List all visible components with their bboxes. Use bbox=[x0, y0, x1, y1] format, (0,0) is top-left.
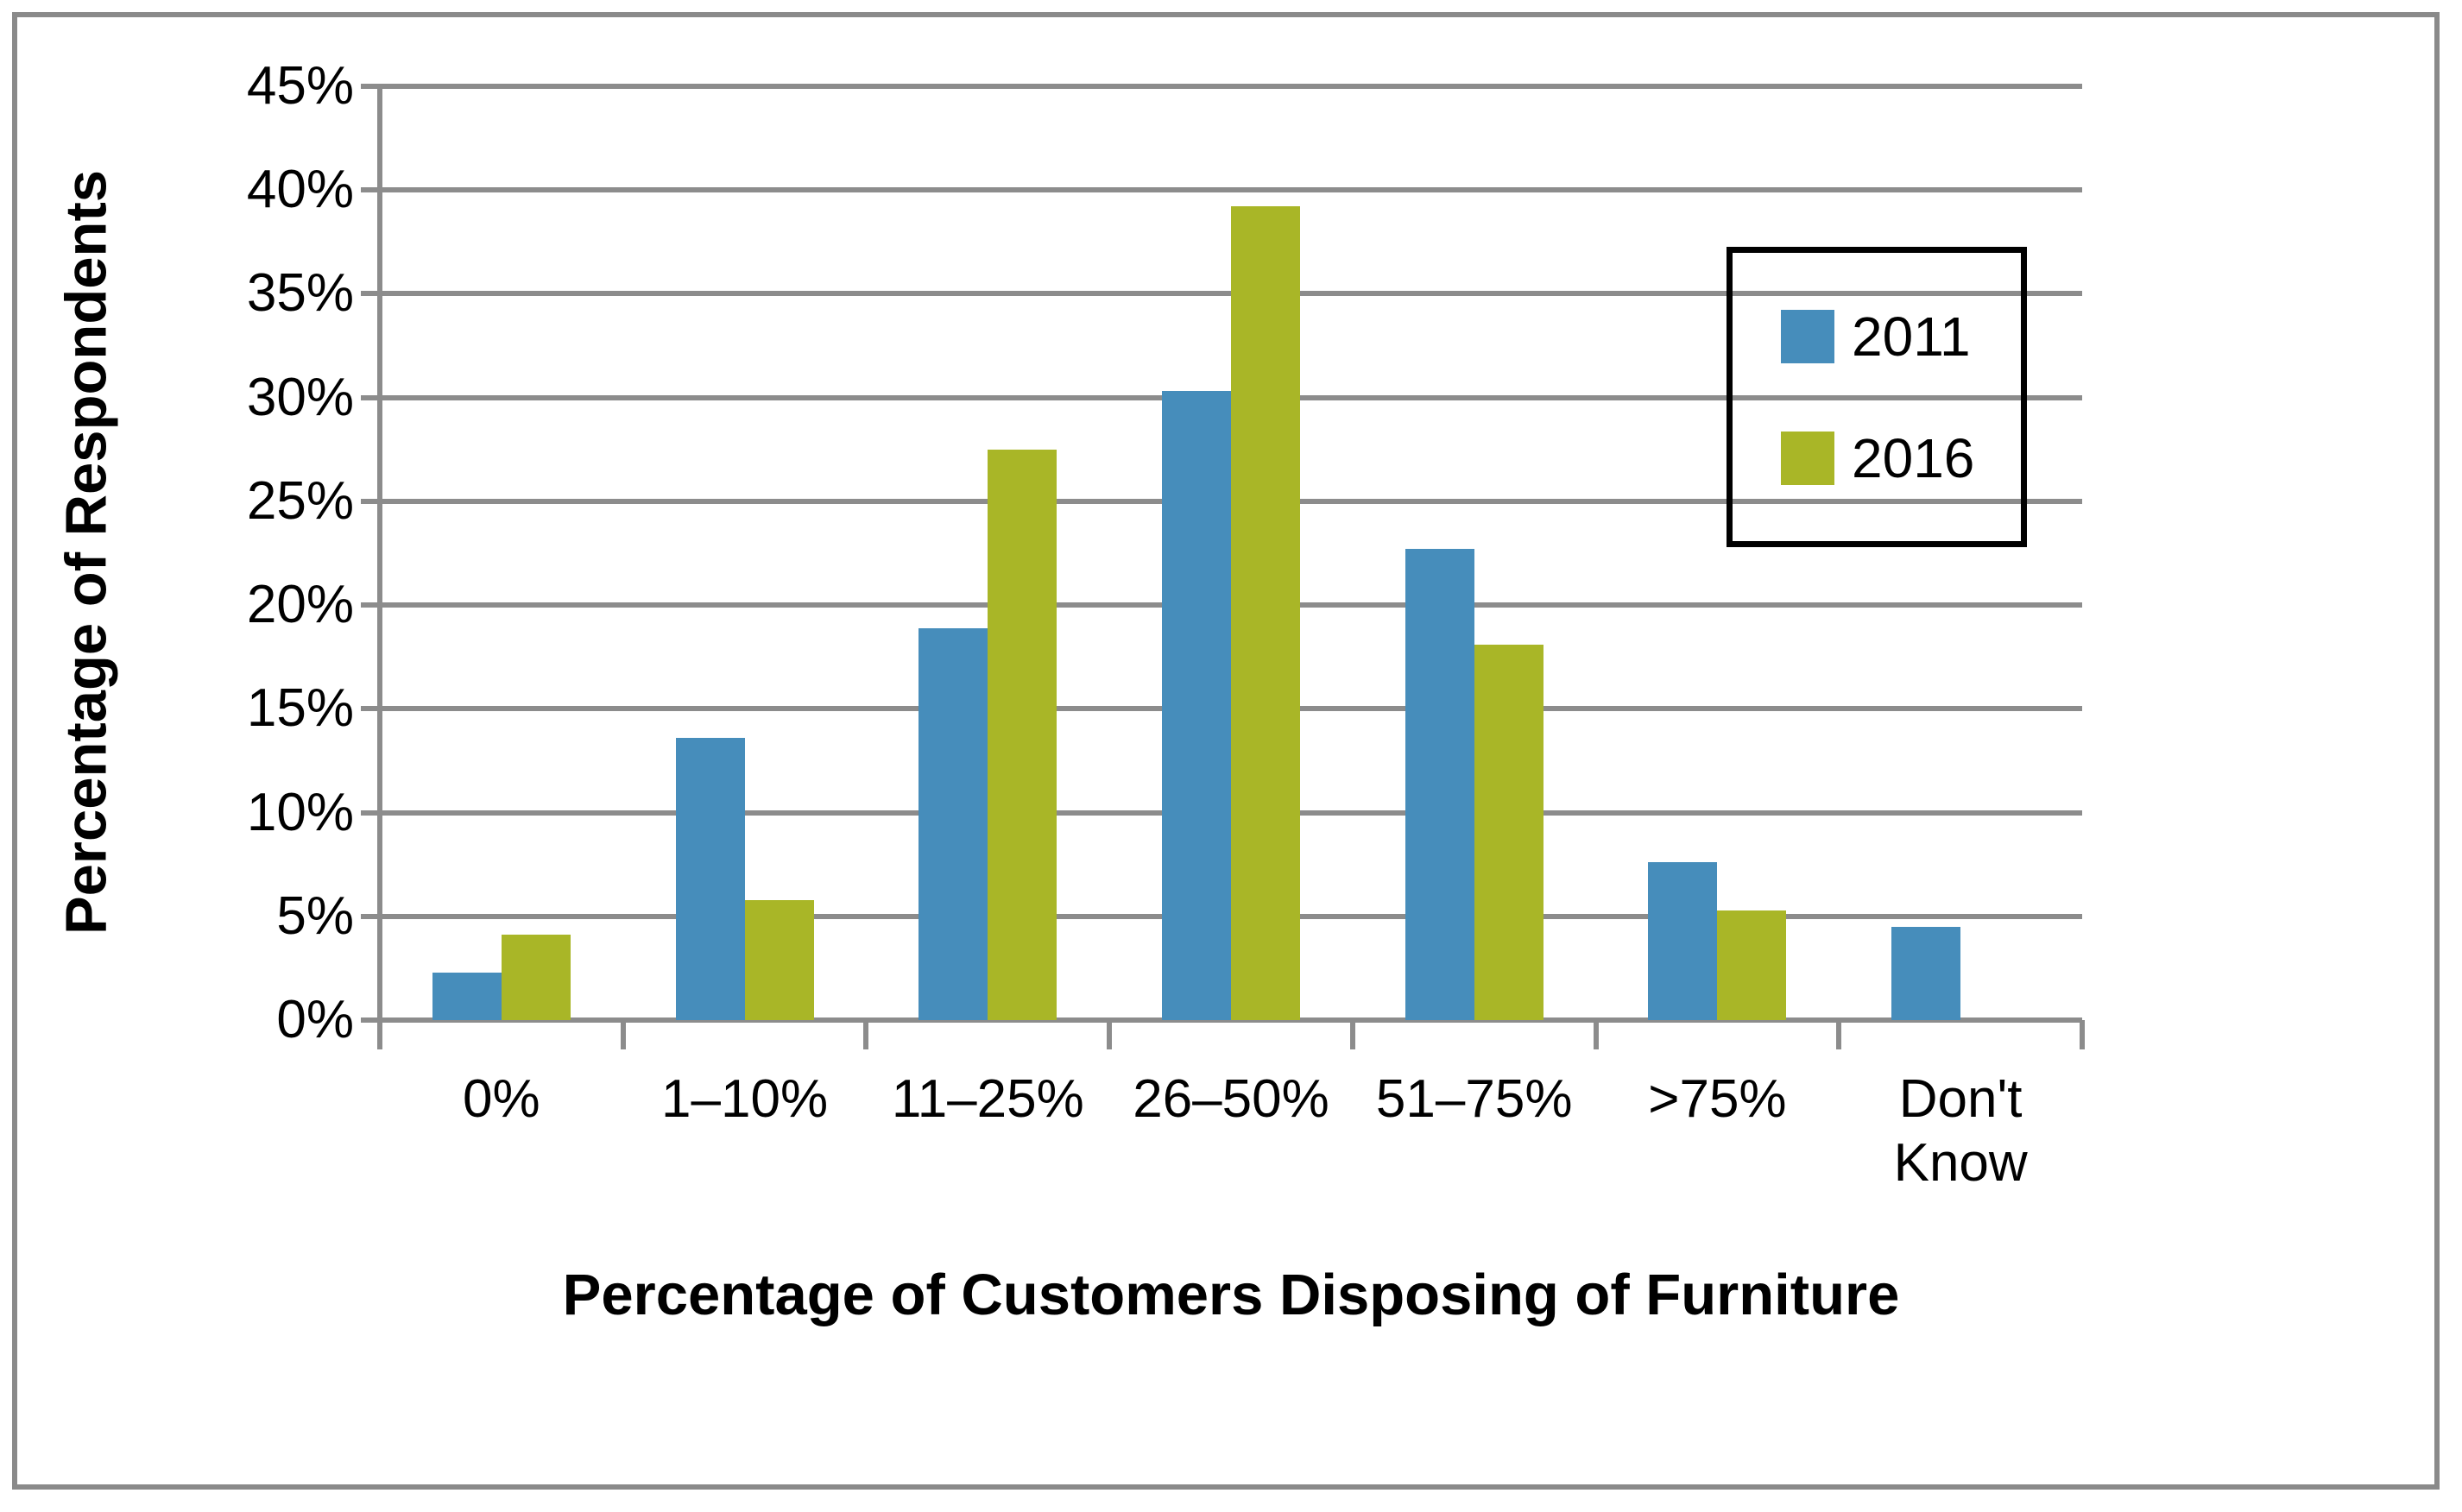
gridline-40 bbox=[380, 187, 2082, 193]
legend-item-2016: 2016 bbox=[1781, 431, 2021, 486]
y-tick-label-5: 5% bbox=[276, 885, 354, 946]
y-axis-title: Percentage of Respondents bbox=[54, 169, 119, 936]
x-tick-0 bbox=[377, 1020, 382, 1049]
bar-2011-3 bbox=[1162, 391, 1231, 1020]
y-tick-label-0: 0% bbox=[276, 990, 354, 1049]
x-tick-5 bbox=[1593, 1020, 1599, 1049]
y-tick-40 bbox=[361, 187, 380, 193]
x-tick-3 bbox=[1107, 1020, 1113, 1049]
x-category-label-3: 26–50% bbox=[1133, 1069, 1329, 1129]
bar-2016-5 bbox=[1717, 910, 1787, 1020]
legend-swatch-2011 bbox=[1781, 309, 1834, 363]
bar-2011-1 bbox=[675, 737, 745, 1020]
y-tick-15 bbox=[361, 706, 380, 712]
bar-2011-4 bbox=[1405, 549, 1474, 1020]
bar-2016-3 bbox=[1231, 206, 1300, 1020]
legend-swatch-2016 bbox=[1781, 431, 1834, 485]
y-tick-label-45: 45% bbox=[246, 56, 354, 116]
gridline-45 bbox=[380, 84, 2082, 89]
bar-2016-4 bbox=[1474, 644, 1543, 1020]
x-tick-4 bbox=[1349, 1020, 1355, 1049]
y-tick-0 bbox=[361, 1017, 380, 1023]
legend-label-2016: 2016 bbox=[1852, 426, 1975, 489]
x-category-label-1: 1–10% bbox=[661, 1069, 829, 1129]
y-tick-25 bbox=[361, 498, 380, 504]
x-tick-1 bbox=[620, 1020, 626, 1049]
bar-2011-6 bbox=[1891, 926, 1961, 1020]
x-category-label-2: 11–25% bbox=[891, 1069, 1084, 1129]
legend-item-2011: 2011 bbox=[1781, 309, 2021, 364]
legend-label-2011: 2011 bbox=[1852, 305, 1971, 368]
bar-2011-0 bbox=[432, 972, 502, 1020]
x-axis-title: Percentage of Customers Disposing of Fur… bbox=[562, 1263, 1900, 1327]
y-tick-30 bbox=[361, 394, 380, 400]
y-tick-label-25: 25% bbox=[246, 470, 354, 531]
x-category-label-5: >75% bbox=[1648, 1069, 1787, 1129]
y-tick-20 bbox=[361, 602, 380, 608]
chart-outer-border bbox=[12, 12, 2440, 1490]
gridline-0 bbox=[380, 1017, 2082, 1023]
y-tick-5 bbox=[361, 913, 380, 919]
bar-2016-2 bbox=[988, 449, 1057, 1020]
x-category-label-4: 51–75% bbox=[1375, 1069, 1573, 1129]
bar-2011-2 bbox=[919, 627, 988, 1020]
x-category-label-0: 0% bbox=[463, 1069, 540, 1129]
y-tick-label-20: 20% bbox=[246, 575, 354, 635]
y-tick-label-15: 15% bbox=[246, 678, 354, 739]
y-tick-label-40: 40% bbox=[246, 160, 354, 220]
y-tick-45 bbox=[361, 84, 380, 89]
x-tick-6 bbox=[1836, 1020, 1842, 1049]
y-axis-line bbox=[377, 86, 382, 1049]
x-category-label-6: Don't Know bbox=[1893, 1069, 2028, 1193]
x-tick-7 bbox=[2080, 1020, 2085, 1049]
x-tick-2 bbox=[863, 1020, 869, 1049]
bar-2016-0 bbox=[501, 935, 571, 1020]
bar-2011-5 bbox=[1648, 862, 1718, 1020]
bar-2016-1 bbox=[744, 899, 814, 1020]
y-tick-10 bbox=[361, 810, 380, 816]
y-tick-35 bbox=[361, 291, 380, 297]
legend: 2011 2016 bbox=[1727, 247, 2027, 547]
y-tick-label-10: 10% bbox=[246, 782, 354, 842]
y-tick-label-35: 35% bbox=[246, 263, 354, 324]
y-tick-label-30: 30% bbox=[246, 367, 354, 427]
